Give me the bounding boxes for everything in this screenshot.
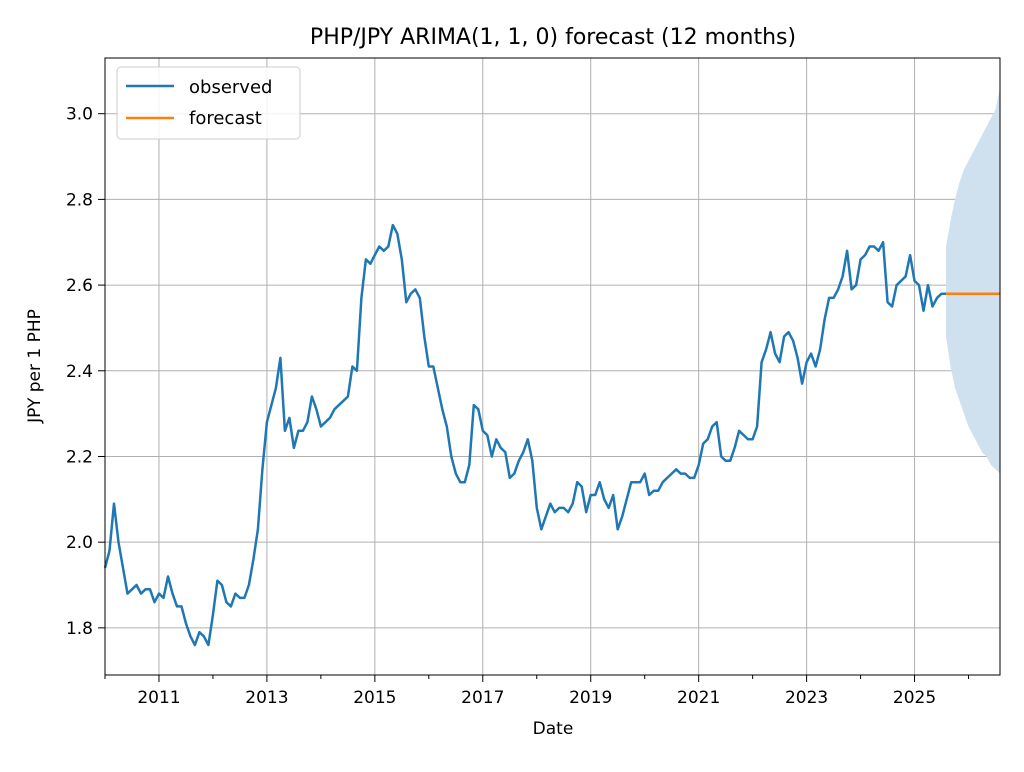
y-tick-label: 2.2	[66, 447, 93, 467]
series-lines	[103, 223, 1000, 647]
chart-title: PHP/JPY ARIMA(1, 1, 0) forecast (12 mont…	[310, 25, 796, 50]
y-tick-label: 1.8	[66, 619, 93, 639]
y-tick-label: 2.0	[66, 533, 93, 553]
observed-series-line	[103, 223, 946, 647]
x-tick-label: 2021	[677, 688, 720, 708]
axis-ticks: 2011 2013 2015 2017 2019 2021 2023 2025 1.8 2.0 2.…	[66, 105, 970, 708]
confidence-band-layer	[946, 88, 1000, 474]
x-tick-label: 2019	[569, 688, 612, 708]
x-tick-label: 2013	[245, 688, 288, 708]
legend-label-forecast: forecast	[189, 108, 262, 129]
x-tick-label: 2011	[137, 688, 180, 708]
x-tick-label: 2015	[353, 688, 396, 708]
forecast-confidence-band	[946, 88, 1000, 474]
y-tick-label: 2.8	[66, 190, 93, 210]
plot-frame	[104, 57, 1001, 676]
y-tick-label: 2.6	[66, 276, 93, 296]
x-tick-label: 2023	[785, 688, 828, 708]
x-tick-label: 2017	[461, 688, 504, 708]
y-tick-label: 2.4	[66, 362, 93, 382]
y-axis-label: JPY per 1 PHP	[25, 309, 45, 424]
x-axis-label: Date	[533, 719, 574, 739]
legend: observed forecast	[116, 66, 301, 140]
x-tick-label: 2025	[893, 688, 936, 708]
grid-lines	[105, 58, 1000, 675]
legend-label-observed: observed	[189, 77, 272, 98]
y-tick-label: 3.0	[66, 105, 93, 125]
